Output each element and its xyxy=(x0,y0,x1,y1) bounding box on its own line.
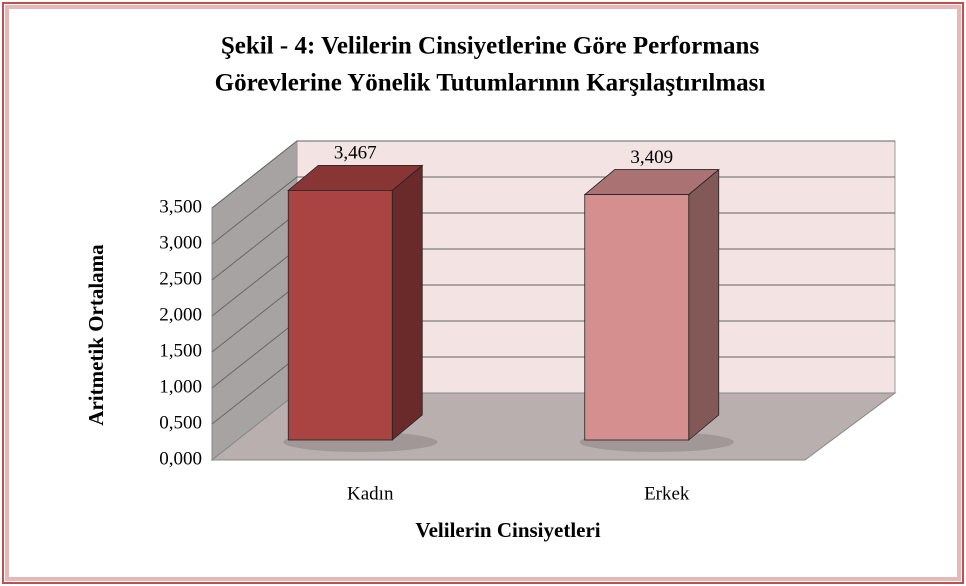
value-label: 3,409 xyxy=(630,147,673,168)
chart-title: Görevlerine Yönelik Tutumlarının Karşıla… xyxy=(215,70,766,97)
chart-title: Şekil - 4: Velilerin Cinsiyetlerine Göre… xyxy=(221,33,760,60)
bar xyxy=(584,194,690,441)
y-tick-label: 1,500 xyxy=(159,340,202,361)
frame-inner xyxy=(5,5,961,581)
y-tick-label: 3,500 xyxy=(159,196,202,217)
grid-line xyxy=(211,140,895,209)
y-tick-label: 0,000 xyxy=(159,448,202,469)
x-tick-label: Kadın xyxy=(347,483,394,504)
x-tick-label: Erkek xyxy=(644,483,690,504)
y-tick-label: 1,000 xyxy=(159,376,202,397)
y-tick-label: 0,500 xyxy=(159,412,202,433)
x-axis-title: Velilerin Cinsiyetleri xyxy=(415,518,600,542)
bar-side xyxy=(391,164,423,441)
y-tick-label: 2,500 xyxy=(159,268,202,289)
value-label: 3,467 xyxy=(334,143,377,164)
bar xyxy=(287,189,393,441)
bar-side xyxy=(688,168,720,441)
y-tick-label: 2,000 xyxy=(159,304,202,325)
y-tick-label: 3,000 xyxy=(159,232,202,253)
y-axis-title: Aritmetik Ortalama xyxy=(84,244,108,426)
